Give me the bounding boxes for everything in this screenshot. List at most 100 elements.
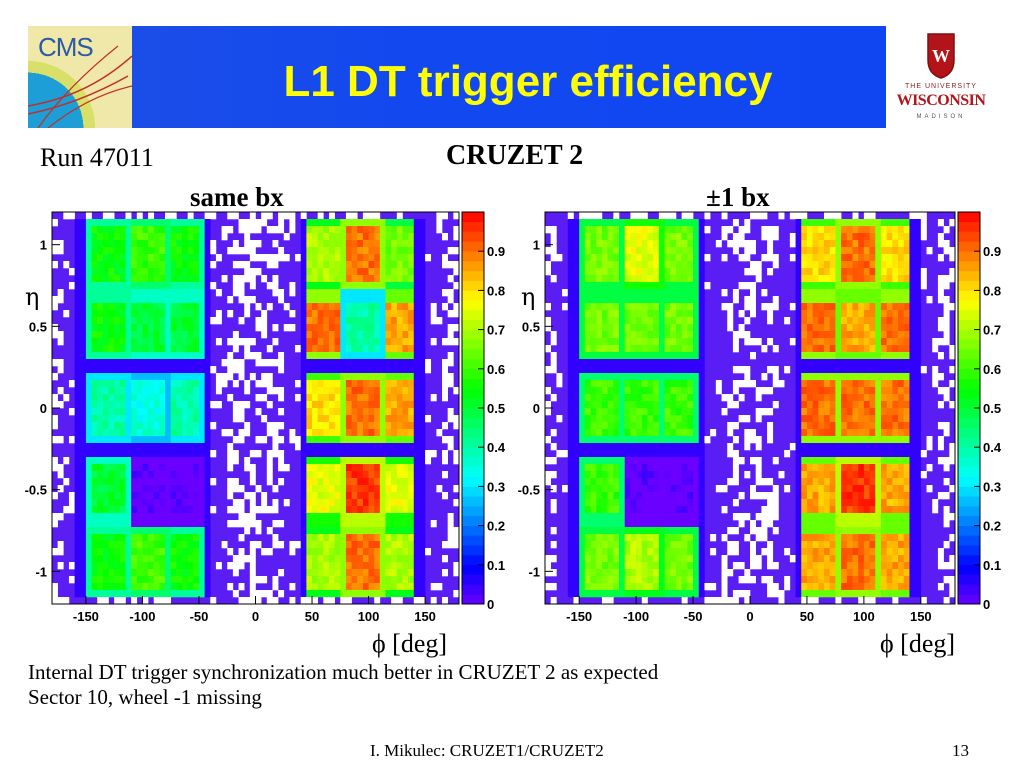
heatmap-cell (63, 478, 70, 486)
heatmap-cell (221, 373, 228, 381)
heatmap-cell (898, 415, 905, 423)
heatmap-cell (869, 303, 876, 311)
heatmap-cell (601, 345, 608, 353)
heatmap-cell (148, 310, 155, 318)
heatmap-cell (362, 261, 369, 269)
heatmap-cell (97, 324, 104, 332)
heatmap-cell (317, 450, 324, 458)
heatmap-cell (892, 443, 899, 451)
heatmap-cell (909, 394, 916, 402)
heatmap-cell (368, 457, 375, 465)
heatmap-cell (419, 310, 426, 318)
heatmap-cell (704, 254, 711, 262)
heatmap-cell (312, 408, 318, 416)
heatmap-cell (675, 380, 682, 388)
heatmap-cell (801, 233, 808, 241)
heatmap-cell (131, 408, 138, 416)
heatmap-cell (579, 247, 586, 255)
heatmap-cell (345, 520, 352, 528)
heatmap-cell (675, 359, 682, 367)
heatmap-cell (159, 366, 166, 374)
heatmap-cell (396, 219, 403, 227)
heatmap-cell (165, 450, 172, 458)
heatmap-cell (613, 415, 620, 423)
heatmap-cell (647, 296, 654, 304)
heatmap-cell (91, 289, 98, 297)
heatmap-cell (630, 247, 637, 255)
heatmap-cell (300, 380, 307, 388)
heatmap-cell (607, 380, 614, 388)
heatmap-cell (892, 240, 899, 248)
heatmap-cell (829, 219, 836, 227)
heatmap-cell (687, 247, 694, 255)
heatmap-cell (567, 366, 574, 374)
heatmap-cell (875, 331, 882, 339)
heatmap-cell (379, 275, 386, 283)
heatmap-cell (278, 366, 285, 374)
heatmap-cell (647, 233, 654, 241)
heatmap-cell (238, 513, 245, 521)
heatmap-cell (238, 261, 245, 269)
heatmap-cell (693, 226, 700, 234)
heatmap-cell (841, 429, 848, 437)
heatmap-cell (829, 275, 836, 283)
heatmap-cell (272, 443, 279, 451)
heatmap-cell (80, 282, 87, 290)
heatmap-cell (334, 268, 341, 276)
heatmap-cell (419, 429, 426, 437)
heatmap-cell (413, 219, 420, 227)
heatmap-cell (750, 436, 756, 444)
heatmap-cell (165, 408, 172, 416)
heatmap-cell (596, 373, 603, 381)
heatmap-cell (328, 520, 335, 528)
heatmap-cell (63, 212, 70, 220)
heatmap-cell (869, 401, 876, 409)
heatmap-cell (824, 212, 831, 220)
heatmap-cell (601, 436, 608, 444)
heatmap-cell (903, 317, 910, 325)
heatmap-cell (732, 233, 739, 241)
heatmap-cell (345, 345, 352, 353)
heatmap-cell (187, 422, 194, 430)
heatmap-cell (607, 450, 614, 458)
heatmap-cell (153, 415, 160, 423)
heatmap-cell (750, 296, 756, 304)
heatmap-cell (153, 303, 160, 311)
heatmap-cell (607, 289, 614, 297)
heatmap-cell (52, 464, 58, 472)
heatmap-cell (193, 387, 200, 395)
heatmap-cell (255, 408, 262, 416)
heatmap-cell (408, 478, 415, 486)
heatmap-cell (732, 450, 739, 458)
heatmap-cell (801, 338, 808, 346)
heatmap-cell (165, 478, 172, 486)
heatmap-cell (391, 282, 398, 290)
heatmap-cell (80, 233, 87, 241)
heatmap-cell (442, 366, 448, 374)
heatmap-cell (915, 268, 922, 276)
heatmap-cell (835, 380, 842, 388)
heatmap-cell (312, 352, 318, 360)
heatmap-cell (85, 471, 92, 479)
heatmap-cell (863, 233, 870, 241)
heatmap-cell (806, 296, 813, 304)
heatmap-cell (351, 254, 358, 262)
heatmap-cell (227, 506, 234, 514)
heatmap-cell (198, 464, 205, 472)
heatmap-cell (573, 464, 580, 472)
heatmap-cell (670, 212, 677, 220)
heatmap-cell (159, 513, 166, 521)
heatmap-cell (937, 436, 944, 444)
heatmap-cell (80, 464, 87, 472)
heatmap-cell (266, 457, 273, 465)
heatmap-cell (317, 226, 324, 234)
heatmap-cell (351, 261, 358, 269)
heatmap-cell (681, 429, 688, 437)
heatmap-cell (131, 345, 138, 353)
heatmap-cell (630, 254, 637, 262)
heatmap-cell (413, 471, 420, 479)
heatmap-cell (664, 275, 671, 283)
heatmap-cell (670, 443, 677, 451)
heatmap-cell (91, 345, 98, 353)
heatmap-cell (368, 254, 375, 262)
